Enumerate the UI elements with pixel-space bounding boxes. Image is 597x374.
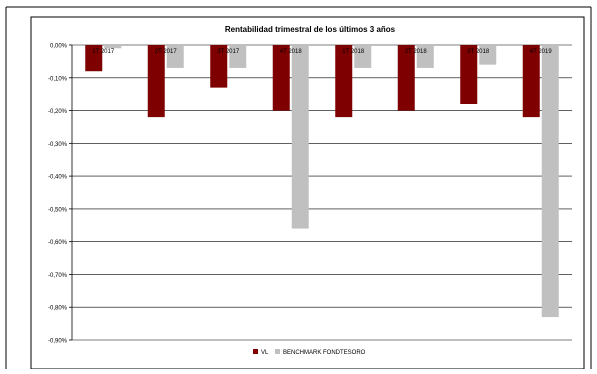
legend-swatch-vl [253,349,258,354]
x-category-label: 2T 2018 [405,49,428,55]
x-category-label: 2T 2017 [155,49,178,55]
bar-benchmark [166,45,184,68]
legend-swatch-benchmark [275,349,280,354]
bar-vl [147,45,165,118]
bar-benchmark [541,45,559,318]
bar-benchmark [104,45,122,49]
y-tick-label: -0,60% [48,240,68,246]
y-tick-label: -0,40% [48,175,68,181]
bar-benchmark [291,45,309,229]
y-tick-label: -0,50% [48,207,68,213]
bar-vl [397,45,415,111]
bar-benchmark [416,45,434,68]
chart-title: Rentabilidad trimestral de los últimos 3… [225,25,396,34]
x-category-label: 3T 2017 [217,49,240,55]
y-tick-label: -0,20% [48,109,68,115]
bar-benchmark [479,45,497,65]
bar-vl [460,45,478,104]
bar-benchmark [354,45,372,68]
legend: VL BENCHMARK FONDTESORO [253,349,366,356]
bar-vl [335,45,353,118]
bars [85,45,559,318]
x-category-label: 3T 2018 [467,49,490,55]
gridlines [72,44,572,341]
x-category-label: 4T 2019 [530,49,553,55]
x-category-label: 1T 2018 [342,49,365,55]
bar-benchmark [229,45,247,68]
y-tick-label: -0,70% [48,273,68,279]
x-axis-labels: 1T 2017 2T 2017 3T 2017 4T 2018 1T 2018 2T 20… [92,49,552,55]
legend-label-vl: VL [261,350,269,356]
y-tick-label: -0,90% [48,339,68,345]
y-tick-label: 0,00% [50,44,68,50]
bar-vl [522,45,540,118]
y-tick-label: -0,10% [48,76,68,82]
x-category-label: 4T 2018 [280,49,303,55]
y-tick-label: -0,80% [48,306,68,312]
bar-vl [210,45,228,88]
bar-vl [85,45,103,72]
x-category-label: 1T 2017 [92,49,115,55]
y-axis-ticks: 0,00% -0,10% -0,20% -0,30% -0,40% -0,50% -0,60… [48,44,72,345]
y-tick-label: -0,30% [48,142,68,148]
bar-vl [272,45,290,111]
legend-label-benchmark: BENCHMARK FONDTESORO [283,350,366,356]
